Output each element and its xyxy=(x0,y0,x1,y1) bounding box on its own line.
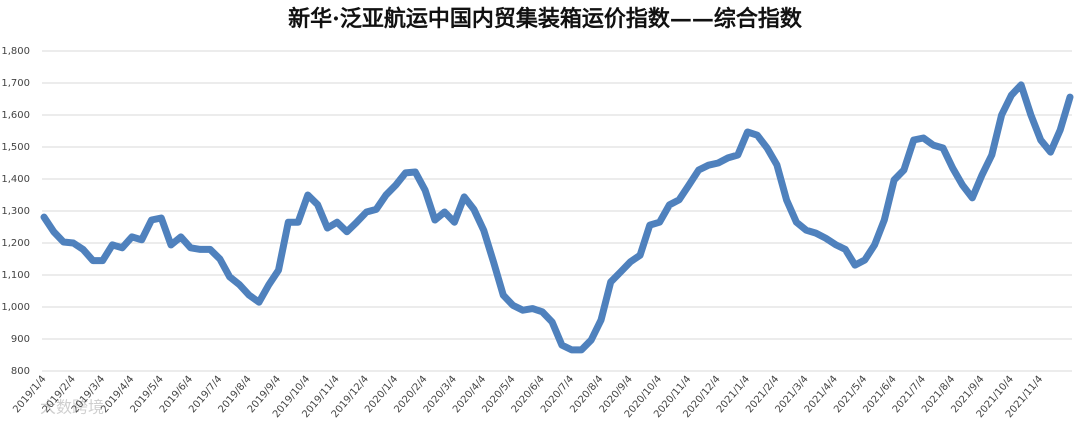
y-tick-label: 800 xyxy=(11,366,30,377)
chart-title: 新华·泛亚航运中国内贸集装箱运价指数——综合指数 xyxy=(288,6,803,32)
y-tick-label: 1,100 xyxy=(1,270,30,281)
y-tick-label: 900 xyxy=(11,334,30,345)
y-tick-label: 1,500 xyxy=(1,142,30,153)
y-tick-label: 1,700 xyxy=(1,78,30,89)
data-line xyxy=(40,81,1074,354)
y-tick-label: 1,300 xyxy=(1,206,30,217)
y-tick-label: 1,600 xyxy=(1,110,30,121)
y-tick-label: 1,000 xyxy=(1,302,30,313)
watermark: 大数跨境 xyxy=(40,398,104,417)
y-tick-label: 1,200 xyxy=(1,238,30,249)
y-tick-label: 1,400 xyxy=(1,174,30,185)
y-tick-label: 1,800 xyxy=(1,46,30,57)
